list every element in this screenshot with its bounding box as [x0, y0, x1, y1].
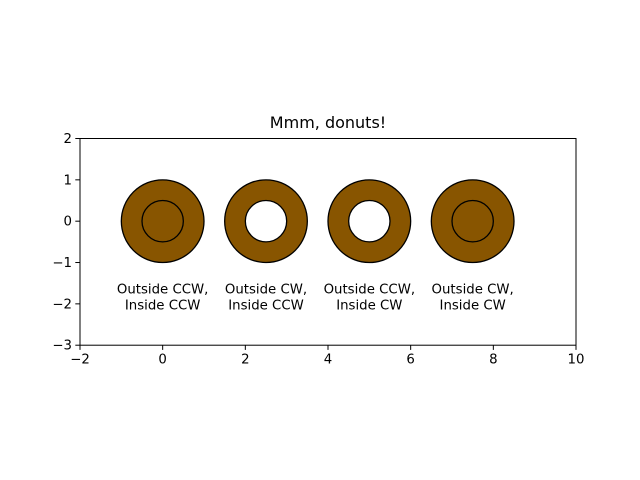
y-tick-label: 0	[64, 215, 72, 230]
x-tick-label: 10	[568, 353, 585, 368]
x-tick-label: −2	[70, 353, 90, 368]
donut-inner-circle	[141, 199, 184, 243]
y-tick-label: −2	[52, 297, 72, 312]
y-tick-label: 1	[64, 173, 72, 188]
donut-label-line2: Inside CCW	[228, 299, 304, 314]
donut-2: Outside CW,Inside CCW	[224, 179, 308, 314]
donut-hole	[348, 199, 391, 243]
x-tick-label: 2	[241, 353, 249, 368]
y-tick-label: −3	[52, 339, 72, 354]
y-tick-label: −1	[52, 256, 72, 271]
donut-label-line2: Inside CW	[336, 299, 402, 314]
y-tick-label: 2	[64, 132, 72, 147]
donut-label-line2: Inside CCW	[125, 299, 201, 314]
donut-1: Outside CCW,Inside CCW	[117, 179, 209, 314]
chart-title: Mmm, donuts!	[270, 113, 386, 132]
donut-hole	[244, 199, 288, 243]
donut-3: Outside CCW,Inside CW	[324, 179, 416, 314]
x-tick-label: 4	[324, 353, 332, 368]
donut-label-line1: Outside CCW,	[324, 283, 416, 298]
donut-label-line1: Outside CCW,	[117, 283, 209, 298]
x-tick-label: 8	[489, 353, 497, 368]
donut-label-line1: Outside CW,	[225, 283, 307, 298]
donut-label-line2: Inside CW	[440, 299, 506, 314]
donut-inner-circle	[451, 199, 494, 243]
x-tick-label: 0	[158, 353, 166, 368]
x-tick-label: 6	[406, 353, 414, 368]
donut-4: Outside CW,Inside CW	[430, 179, 515, 314]
donut-label-line1: Outside CW,	[432, 283, 514, 298]
